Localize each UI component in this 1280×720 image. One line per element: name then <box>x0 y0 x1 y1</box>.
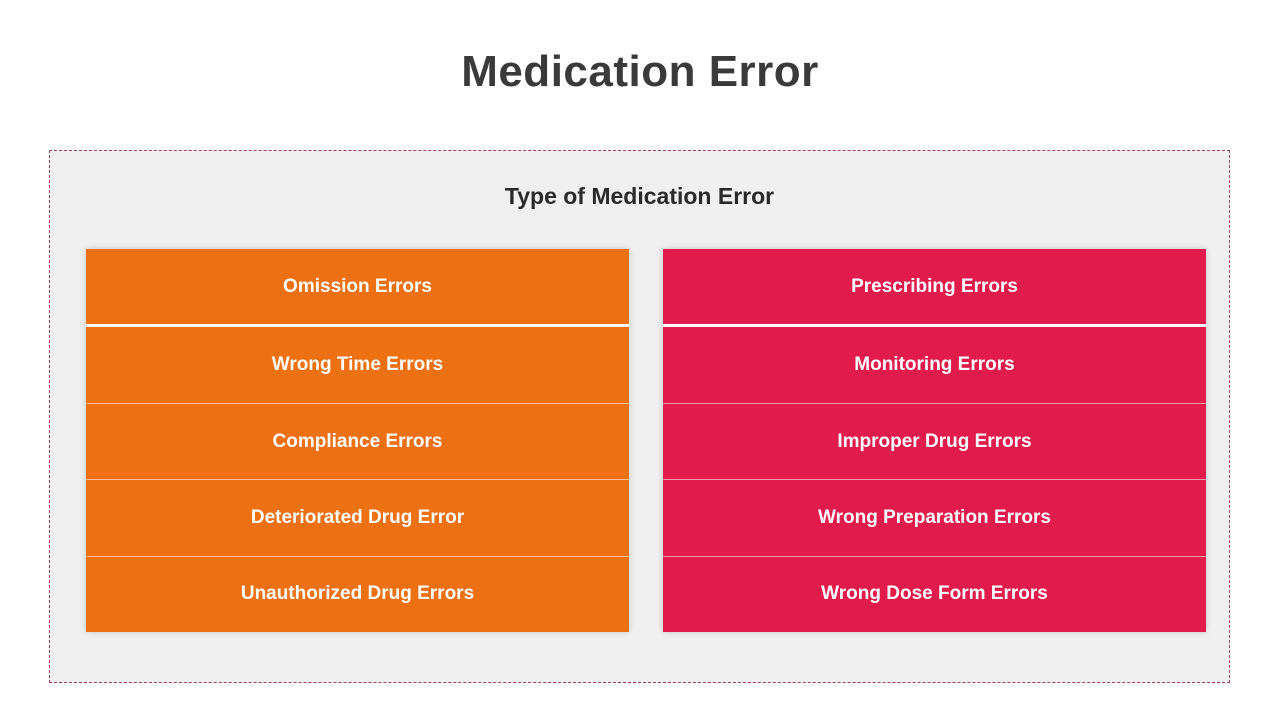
error-type-cell: Monitoring Errors <box>663 324 1206 402</box>
error-type-cell: Prescribing Errors <box>851 275 1018 297</box>
error-type-cell: Wrong Preparation Errors <box>663 479 1206 555</box>
error-type-cell: Deteriorated Drug Error <box>86 479 629 555</box>
panel-subtitle: Type of Medication Error <box>504 183 775 209</box>
error-type-cell: Omission Errors <box>283 275 432 297</box>
right-error-column: Prescribing Errors Monitoring Errors Imp… <box>663 249 1206 632</box>
error-types-panel: Type of Medication Error Omission Errors… <box>49 150 1230 683</box>
error-type-cell: Compliance Errors <box>86 402 629 479</box>
left-error-column: Omission Errors Wrong Time Errors Compli… <box>86 249 629 632</box>
error-type-cell: Wrong Time Errors <box>86 324 629 402</box>
error-type-cell: Unauthorized Drug Errors <box>86 555 629 632</box>
error-type-cell: Wrong Dose Form Errors <box>663 555 1206 632</box>
error-type-cell: Improper Drug Errors <box>663 402 1206 479</box>
slide-title: Medication Error <box>461 47 819 96</box>
